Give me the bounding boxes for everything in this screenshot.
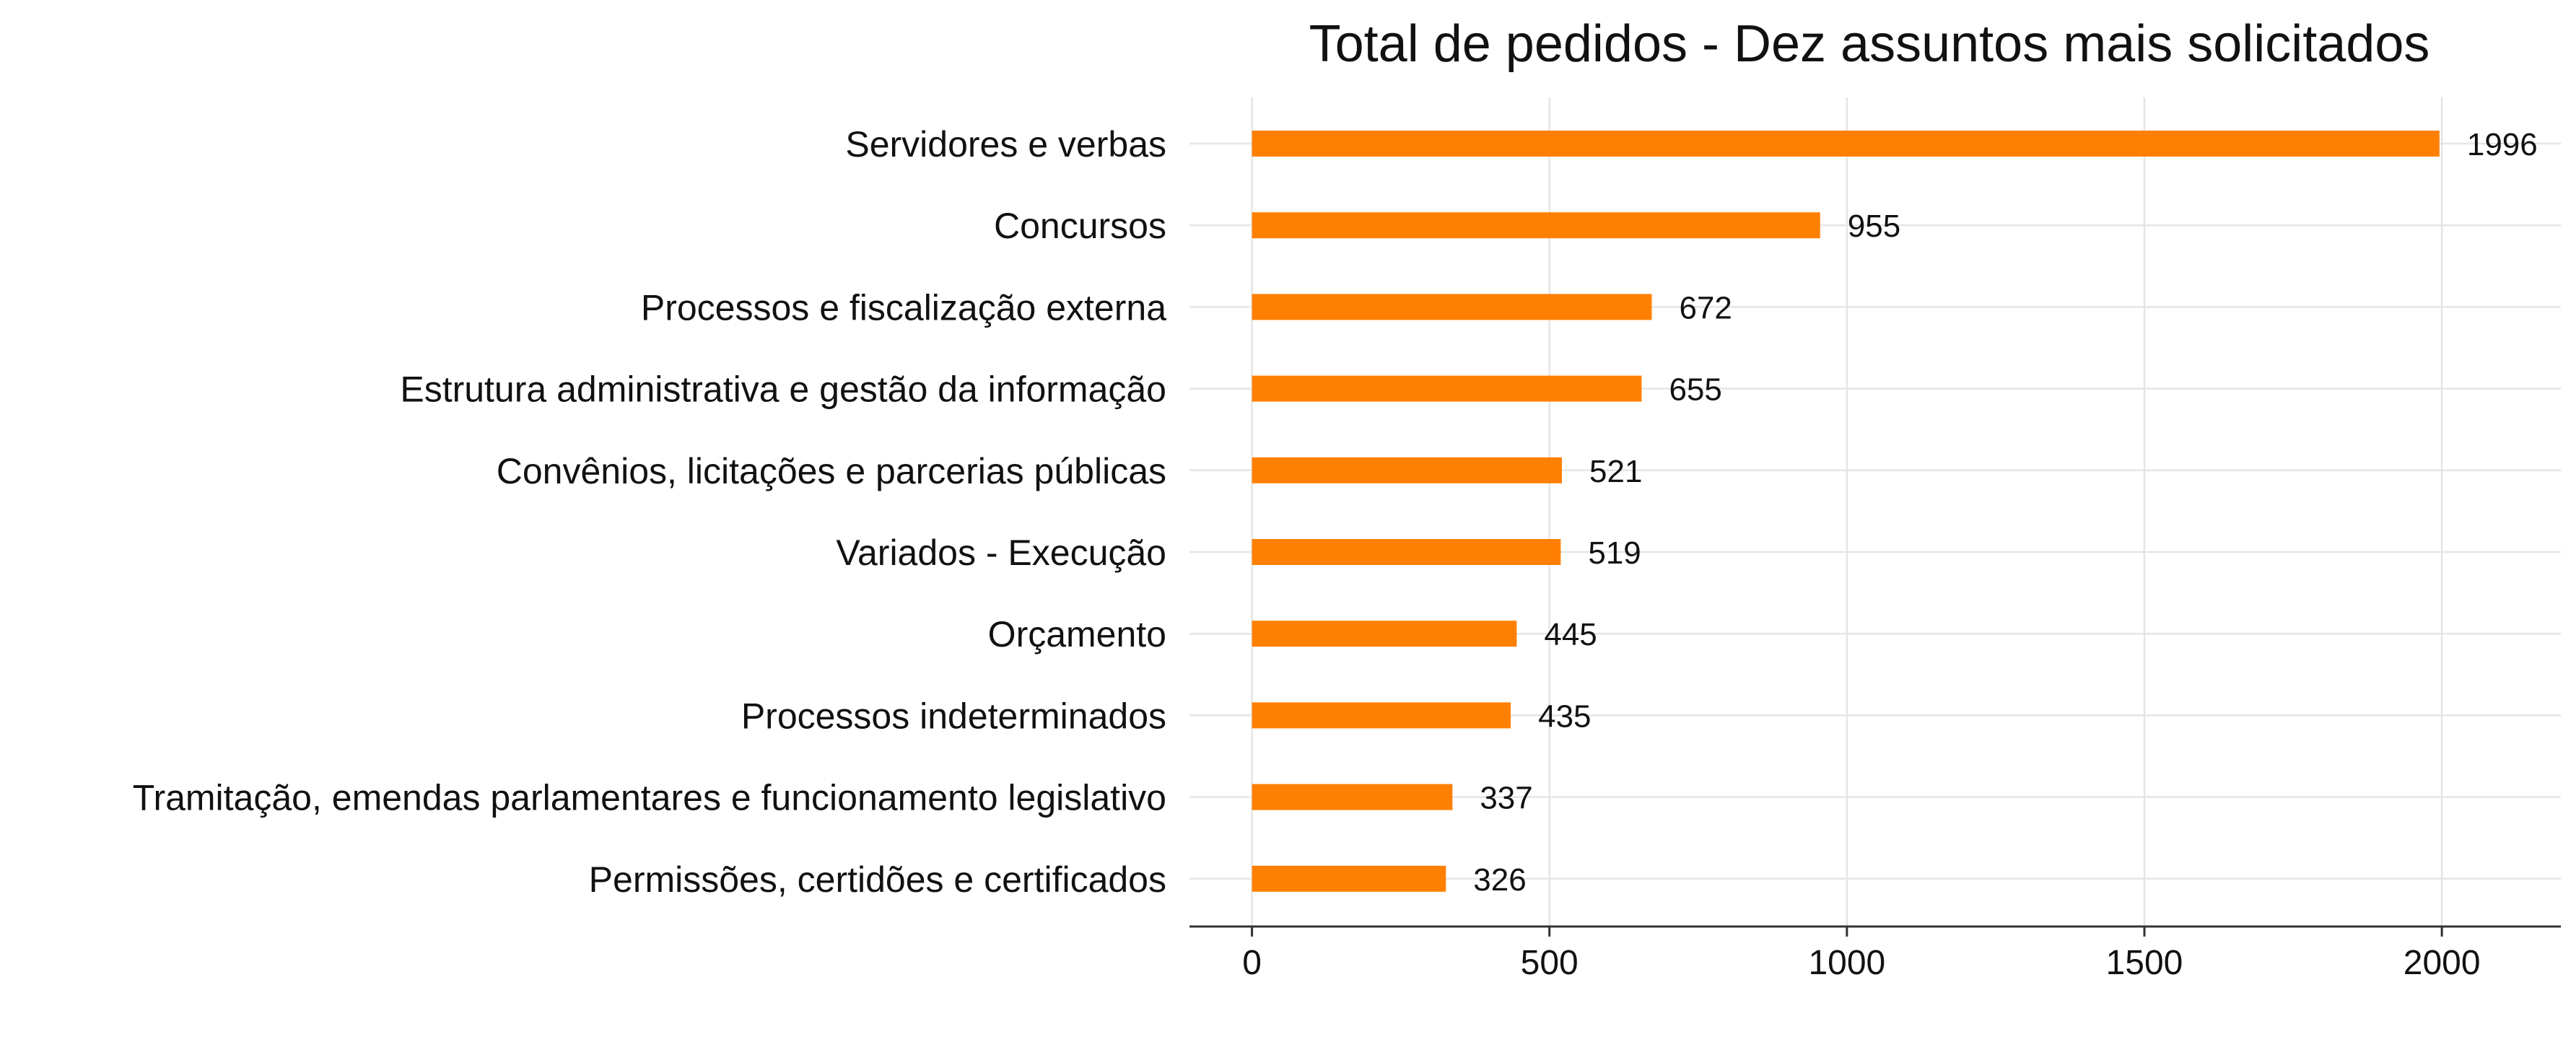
value-label-3: 672 [1679,290,1732,325]
bar-10 [1252,865,1446,892]
x-tick-label-2000: 2000 [2403,944,2481,982]
x-tick-label-1500: 1500 [2106,944,2183,982]
value-label-9: 337 [1480,781,1532,816]
value-label-8: 435 [1538,698,1591,734]
bar-1 [1252,131,2440,157]
category-labels: Servidores e verbas Concursos Processos e … [133,124,1166,900]
bar-6 [1252,539,1561,565]
bar-4 [1252,375,1642,402]
category-label-5: Convênios, licitações e parcerias públic… [497,451,1166,491]
category-label-9: Tramitação, emendas parlamentares e func… [133,778,1166,818]
category-label-3: Processos e fiscalização externa [641,287,1166,328]
bar-3 [1252,294,1652,320]
value-label-4: 655 [1669,372,1721,408]
x-tick-label-500: 500 [1521,944,1579,982]
category-label-7: Orçamento [988,614,1166,654]
chart-title: Total de pedidos - Dez assuntos mais sol… [1309,15,2430,73]
bar-5 [1252,457,1563,483]
bar-9 [1252,784,1453,810]
x-tick-label-1000: 1000 [1808,944,1885,982]
x-axis: 0 500 1000 1500 2000 [1189,925,2561,982]
value-label-6: 519 [1588,535,1641,571]
bar-8 [1252,702,1511,729]
bar-2 [1252,212,1820,239]
category-label-10: Permissões, certidões e certificados [589,859,1166,900]
value-label-10: 326 [1473,862,1526,898]
category-label-8: Processos indeterminados [741,696,1166,736]
value-label-2: 955 [1848,209,1900,244]
bar-7 [1252,621,1517,647]
value-label-7: 445 [1544,617,1597,652]
category-label-6: Variados - Execução [836,533,1166,573]
value-label-1: 1996 [2467,127,2538,162]
category-label-4: Estrutura administrativa e gestão da inf… [400,369,1166,410]
value-label-5: 521 [1589,454,1642,489]
category-label-1: Servidores e verbas [845,124,1166,165]
bars: 1996 955 672 655 521 519 445 435 337 326 [1252,127,2538,898]
category-label-2: Concursos [994,206,1166,246]
x-tick-label-0: 0 [1242,944,1262,982]
